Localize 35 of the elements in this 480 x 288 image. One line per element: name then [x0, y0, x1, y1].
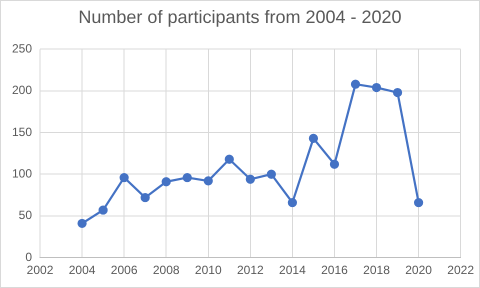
- point: [350, 80, 360, 89]
- point: [120, 172, 129, 182]
- point: [414, 198, 424, 208]
- point: [77, 218, 87, 228]
- x-tick-label: 2006: [110, 263, 138, 278]
- y-tick-label: 250: [12, 42, 32, 56]
- point: [204, 176, 213, 186]
- point: [182, 172, 192, 182]
- point: [140, 192, 150, 202]
- y-tick-label: 200: [12, 83, 32, 98]
- point: [392, 88, 402, 98]
- x-tick-label: 2018: [363, 263, 390, 278]
- chart-title: Number of participants from 2004 - 2020: [77, 7, 403, 28]
- x-tick-label: 2022: [447, 263, 474, 278]
- x-tick-label: 2012: [236, 263, 264, 278]
- x-tick-label: 2010: [194, 263, 222, 278]
- x-tick-label: 2016: [321, 263, 348, 278]
- point: [288, 198, 297, 208]
- point: [266, 170, 276, 179]
- point: [162, 177, 171, 186]
- point: [372, 82, 382, 92]
- y-tick-label: 150: [12, 124, 32, 139]
- x-tick-label: 2014: [279, 263, 306, 278]
- point: [224, 154, 234, 164]
- x-tick-label: 2004: [68, 263, 96, 278]
- point: [246, 174, 255, 184]
- point: [98, 205, 108, 215]
- y-tick-label: 50: [18, 208, 32, 222]
- y-tick-label: 0: [25, 250, 32, 264]
- point: [308, 134, 318, 143]
- x-tick-label: 2020: [405, 263, 432, 278]
- x-tick-label: 2008: [152, 263, 180, 278]
- point: [330, 160, 340, 169]
- x-tick-label: 2002: [26, 263, 54, 278]
- y-tick-label: 100: [12, 166, 32, 181]
